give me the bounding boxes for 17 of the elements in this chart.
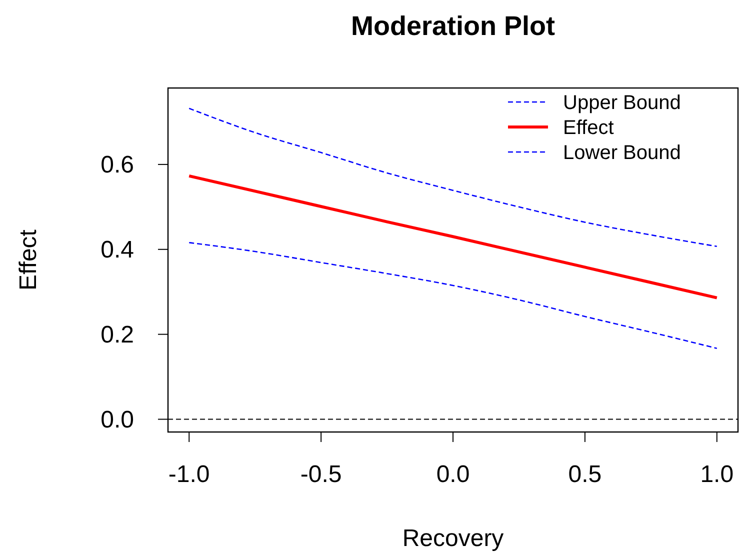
- line-series: [188, 174, 718, 300]
- x-axis-title: Recovery: [402, 525, 504, 552]
- y-tick-label: 0.6: [100, 151, 134, 178]
- y-tick-label: 0.0: [100, 406, 134, 434]
- legend-label: Lower Bound: [563, 142, 681, 164]
- legend-label: Effect: [563, 117, 614, 139]
- y-tick-label: 0.4: [100, 236, 134, 264]
- legend-label: Upper Bound: [563, 92, 681, 114]
- x-tick-label: -1.0: [168, 461, 210, 488]
- line-series: [188, 242, 718, 349]
- x-tick-label: 1.0: [700, 461, 734, 488]
- x-tick-label: 0.0: [436, 461, 470, 488]
- y-axis-title: Effect: [15, 229, 42, 290]
- chart-title: Moderation Plot: [351, 11, 555, 41]
- y-tick-label: 0.2: [100, 321, 134, 348]
- x-tick-label: 0.5: [568, 461, 602, 488]
- x-tick-label: -0.5: [300, 461, 342, 488]
